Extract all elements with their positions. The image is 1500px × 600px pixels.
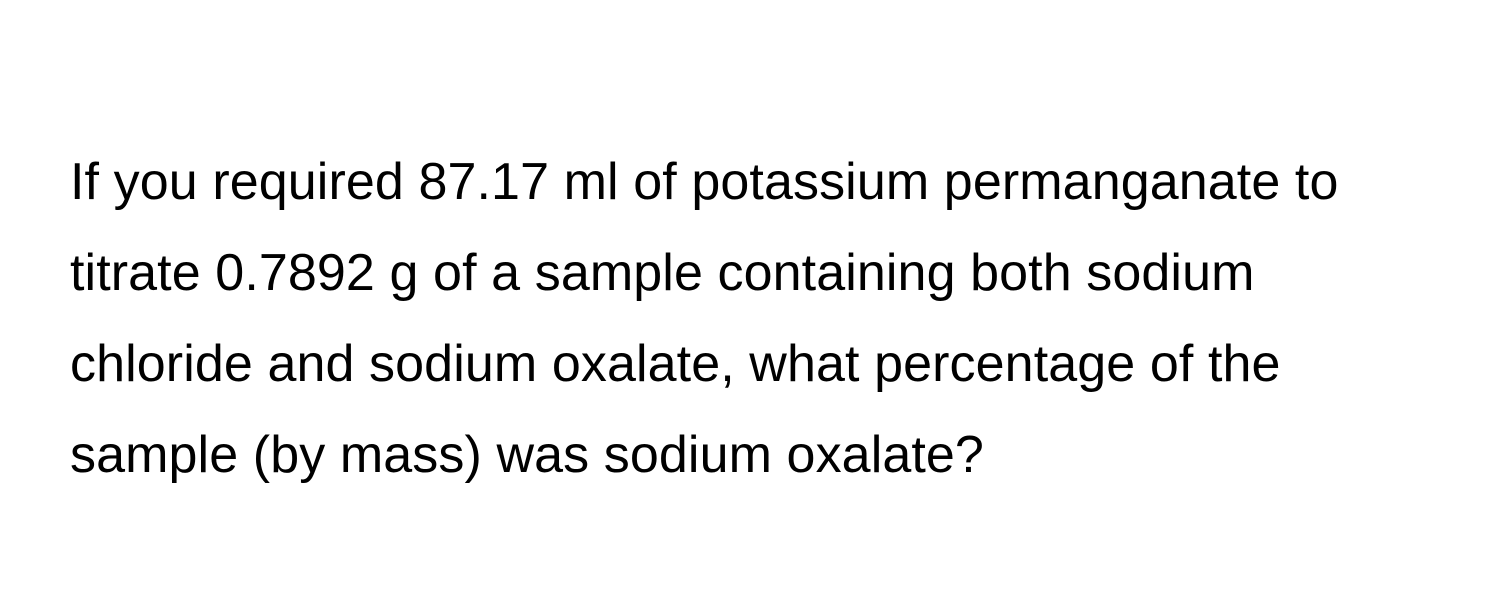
question-text: If you required 87.17 ml of potassium pe… <box>70 137 1440 501</box>
question-container: If you required 87.17 ml of potassium pe… <box>70 85 1440 553</box>
